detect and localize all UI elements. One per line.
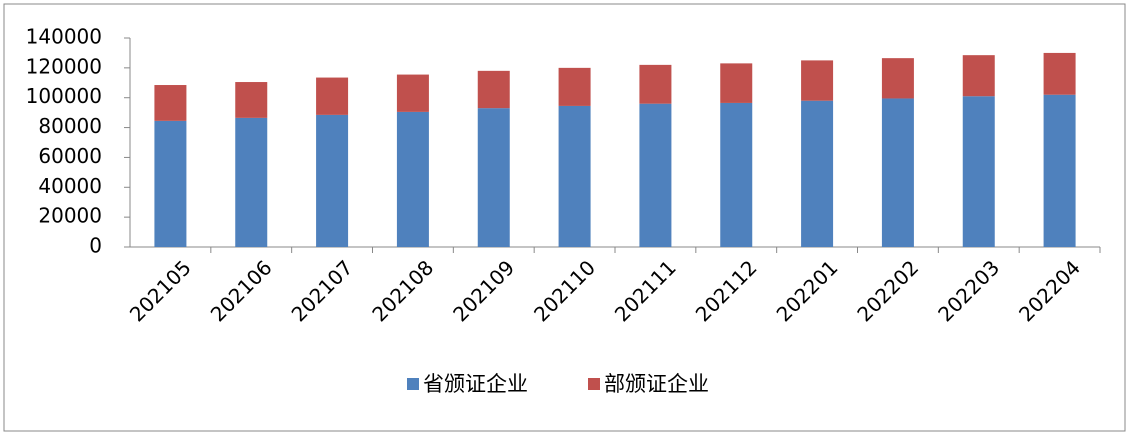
bar-segment	[396, 111, 429, 248]
bar-segment	[477, 70, 510, 109]
bar-segment	[1043, 94, 1076, 247]
bar-segment	[235, 82, 268, 118]
bar-segment	[720, 102, 753, 247]
y-tick-label: 100000	[26, 84, 102, 108]
legend-swatch	[407, 378, 419, 390]
bar-segment	[881, 98, 914, 247]
legend-label: 部颁证企业	[604, 372, 709, 396]
legend-swatch	[588, 378, 600, 390]
bar-segment	[558, 67, 591, 106]
bar-segment	[316, 114, 349, 247]
bar-segment	[154, 85, 187, 121]
bar-segment	[801, 60, 834, 101]
y-tick-label: 80000	[38, 114, 102, 138]
bar-segment	[1043, 52, 1076, 95]
bar-segment	[639, 64, 672, 104]
bar-segment	[477, 108, 510, 248]
bar-segment	[316, 77, 349, 115]
bar-segment	[962, 96, 995, 247]
bar-segment	[720, 63, 753, 103]
legend-label: 省颁证企业	[423, 372, 528, 396]
y-tick-label: 0	[89, 234, 102, 258]
bar-segment	[154, 120, 187, 247]
bar-segment	[881, 58, 914, 99]
y-tick-label: 40000	[38, 174, 102, 198]
bar-segment	[801, 100, 834, 247]
bar-segment	[235, 117, 268, 247]
y-tick-label: 60000	[38, 144, 102, 168]
bar-segment	[639, 103, 672, 247]
y-tick-label: 120000	[26, 54, 102, 78]
y-tick-label: 140000	[26, 25, 102, 49]
bar-segment	[396, 74, 429, 112]
y-tick-label: 20000	[38, 204, 102, 228]
bar-segment	[962, 55, 995, 97]
bar-segment	[558, 105, 591, 247]
